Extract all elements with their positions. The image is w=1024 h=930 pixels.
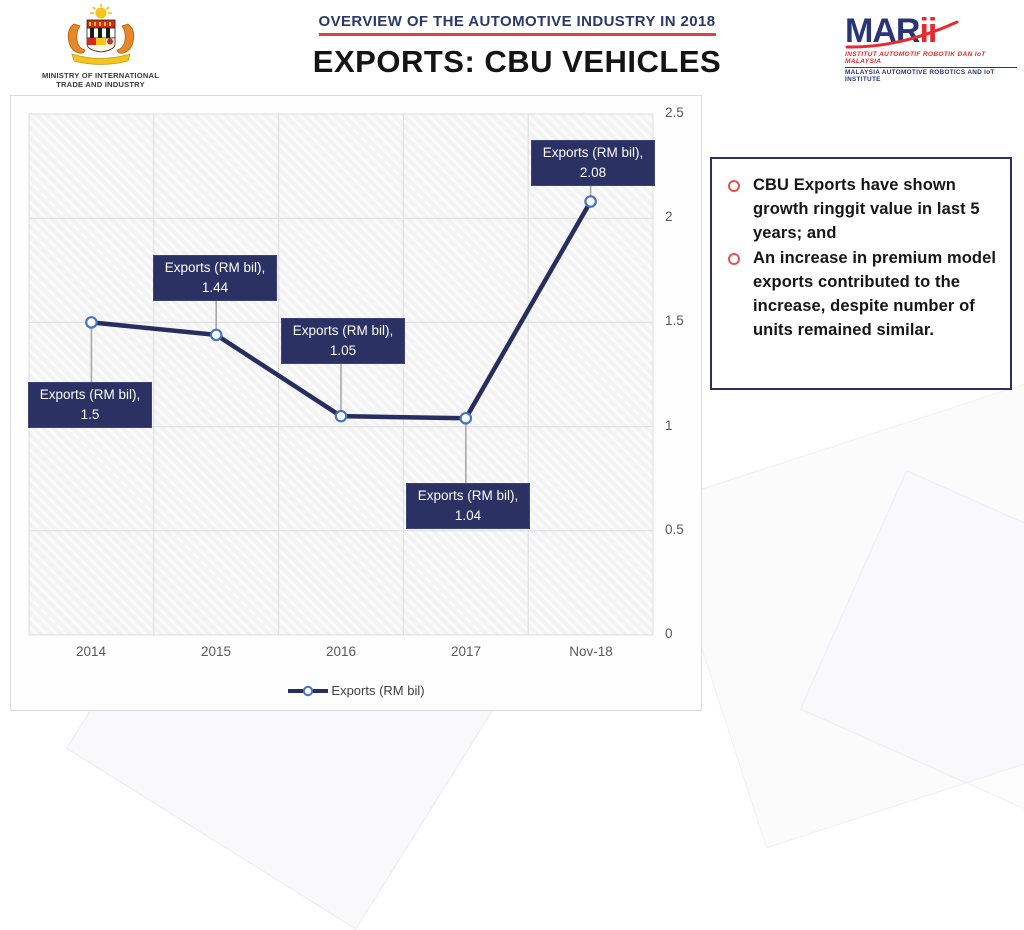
x-axis-label-2016: 2016 — [325, 644, 357, 659]
notes-panel: CBU Exports have shown growth ringgit va… — [710, 157, 1012, 390]
marii-tagline-2: MALAYSIA AUTOMOTIVE ROBOTICS AND IoT INS… — [845, 67, 1017, 83]
x-axis-label-nov18: Nov-18 — [569, 644, 613, 659]
background-polygon-decoration — [654, 373, 1024, 849]
y-axis-tick-0.5: 0.5 — [665, 522, 684, 537]
data-label-2014: Exports (RM bil), 1.5 — [28, 382, 152, 428]
chart-plot-area — [28, 113, 654, 636]
marii-wordmark-navy: MAR — [845, 12, 920, 50]
chart-legend: Exports (RM bil) — [11, 683, 701, 698]
legend-line-marker-icon — [288, 685, 329, 696]
x-axis-label-2017: 2017 — [450, 644, 482, 659]
y-axis-tick-1.5: 1.5 — [665, 313, 684, 328]
exports-line-chart: Exports (RM bil), 1.5 Exports (RM bil), … — [10, 95, 702, 711]
bullet-text: CBU Exports have shown growth ringgit va… — [753, 176, 980, 242]
marii-tagline-1: INSTITUT AUTOMOTIF ROBOTIK DAN IoT MALAY… — [845, 51, 986, 65]
ministry-name-line1: MINISTRY OF INTERNATIONAL — [41, 71, 160, 80]
marii-logo: MARii INSTITUT AUTOMOTIF ROBOTIK DAN IoT… — [845, 14, 1017, 86]
y-axis-tick-2.5: 2.5 — [665, 105, 684, 120]
bullet-circle-icon — [728, 180, 740, 192]
data-label-2017: Exports (RM bil), 1.04 — [406, 483, 530, 529]
malaysia-coat-of-arms-icon — [67, 4, 134, 65]
page-title: EXPORTS: CBU VEHICLES — [312, 44, 722, 79]
data-point-markers — [85, 195, 597, 425]
data-label-nov18: Exports (RM bil), 2.08 — [531, 140, 655, 186]
list-item: CBU Exports have shown growth ringgit va… — [722, 173, 998, 245]
y-axis-tick-1: 1 — [665, 418, 673, 433]
ministry-name-line2: TRADE AND INDUSTRY — [56, 80, 145, 90]
y-axis-tick-2: 2 — [665, 209, 673, 224]
data-label-2015: Exports (RM bil), 1.44 — [153, 255, 277, 301]
bullet-circle-icon — [728, 253, 740, 265]
x-axis-label-2014: 2014 — [75, 644, 107, 659]
list-item: An increase in premium model exports con… — [722, 246, 998, 342]
y-axis-tick-0: 0 — [665, 626, 673, 641]
marii-wordmark-red: ii — [919, 12, 937, 50]
legend-label: Exports (RM bil) — [331, 683, 425, 698]
background-polygon-decoration — [799, 469, 1024, 833]
overview-subtitle: OVERVIEW OF THE AUTOMOTIVE INDUSTRY IN 2… — [318, 13, 716, 36]
ministry-logo: MINISTRY OF INTERNATIONAL TRADE AND INDU… — [28, 4, 173, 90]
data-label-2016: Exports (RM bil), 1.05 — [281, 318, 405, 364]
x-axis-label-2015: 2015 — [200, 644, 232, 659]
bullet-text: An increase in premium model exports con… — [753, 249, 997, 339]
